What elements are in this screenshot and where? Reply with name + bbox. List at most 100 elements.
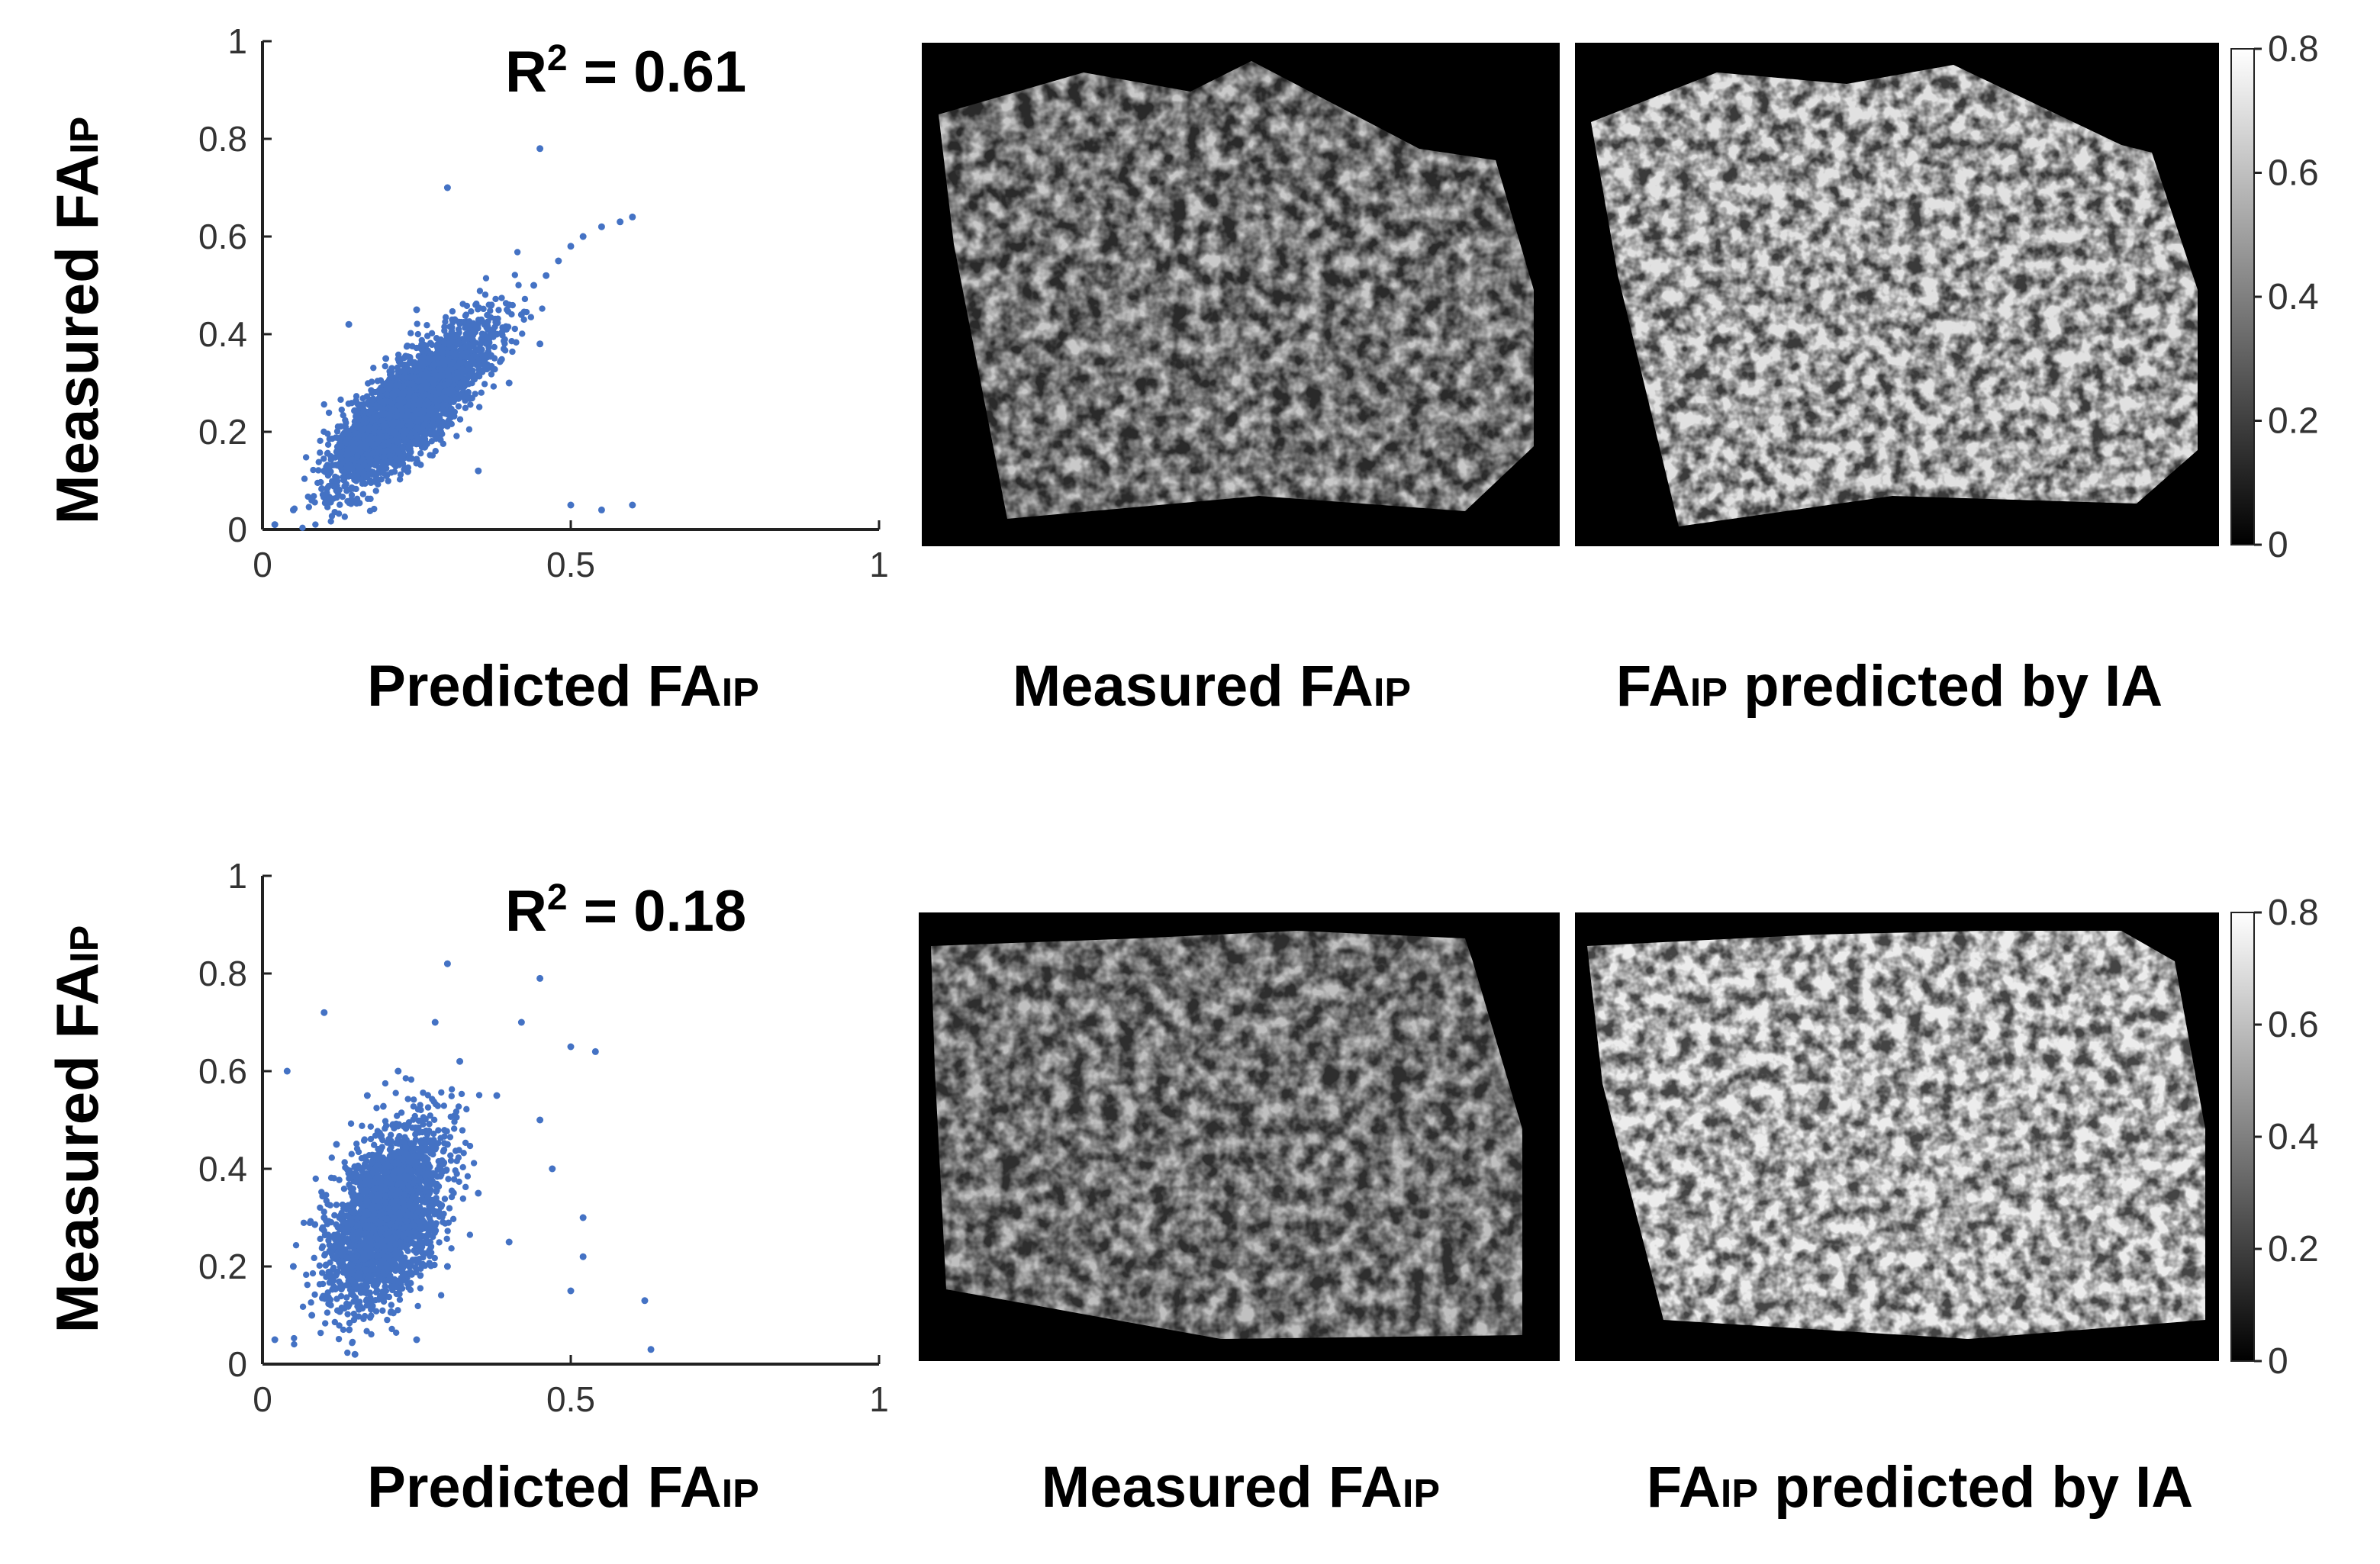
data-point bbox=[400, 1156, 407, 1163]
data-point bbox=[333, 482, 340, 489]
data-point bbox=[427, 356, 433, 362]
data-point bbox=[382, 397, 388, 405]
data-point bbox=[346, 1320, 353, 1327]
data-point bbox=[449, 330, 456, 338]
data-point bbox=[425, 392, 433, 399]
data-point bbox=[385, 447, 391, 455]
data-point bbox=[406, 389, 413, 397]
data-point bbox=[404, 468, 411, 475]
data-point bbox=[349, 1192, 357, 1199]
data-point bbox=[520, 308, 527, 315]
data-point bbox=[449, 1215, 457, 1223]
data-point bbox=[398, 407, 406, 414]
data-point bbox=[424, 322, 430, 329]
data-point bbox=[344, 1273, 352, 1279]
data-point bbox=[395, 1135, 401, 1143]
data-point bbox=[440, 1140, 448, 1147]
data-point bbox=[399, 1233, 407, 1240]
data-point bbox=[374, 1235, 381, 1243]
map-2-measured-image bbox=[931, 931, 1522, 1339]
data-point bbox=[505, 1238, 513, 1246]
data-point bbox=[444, 357, 451, 365]
data-point bbox=[390, 1214, 398, 1221]
data-point bbox=[443, 1128, 450, 1135]
data-point bbox=[427, 452, 433, 459]
data-point bbox=[389, 1121, 397, 1128]
data-point bbox=[373, 413, 381, 420]
data-point bbox=[368, 1192, 375, 1199]
data-point bbox=[591, 1047, 599, 1055]
data-point bbox=[490, 383, 498, 390]
data-point bbox=[415, 426, 422, 433]
data-point bbox=[424, 333, 431, 340]
data-point bbox=[373, 1281, 380, 1289]
data-point bbox=[485, 301, 492, 308]
data-point bbox=[419, 347, 426, 355]
data-point bbox=[436, 396, 443, 404]
data-point bbox=[401, 1224, 407, 1231]
data-point bbox=[363, 1302, 371, 1309]
data-point bbox=[417, 397, 424, 404]
data-point bbox=[417, 450, 424, 457]
data-point bbox=[442, 1220, 449, 1227]
data-point bbox=[446, 365, 453, 373]
data-point bbox=[452, 1108, 460, 1115]
data-point bbox=[413, 344, 420, 352]
data-point bbox=[427, 340, 434, 346]
data-point bbox=[394, 388, 401, 395]
data-point bbox=[321, 500, 329, 507]
data-point bbox=[456, 359, 464, 365]
data-point bbox=[414, 320, 420, 327]
data-point bbox=[392, 1329, 400, 1337]
data-point bbox=[377, 1228, 385, 1236]
data-point bbox=[361, 1136, 368, 1143]
data-point bbox=[351, 1208, 358, 1215]
data-point bbox=[320, 1208, 327, 1215]
data-point bbox=[361, 442, 369, 449]
data-point bbox=[407, 1140, 414, 1147]
data-point bbox=[481, 357, 488, 365]
data-point bbox=[337, 1280, 344, 1288]
data-point bbox=[408, 1239, 415, 1247]
data-point bbox=[452, 1147, 459, 1154]
data-point bbox=[369, 389, 375, 397]
data-point bbox=[481, 291, 489, 298]
data-point bbox=[420, 407, 427, 414]
data-point bbox=[382, 1122, 390, 1129]
data-point bbox=[455, 318, 462, 325]
data-point bbox=[402, 1075, 409, 1082]
data-point bbox=[346, 1326, 353, 1333]
data-point bbox=[440, 401, 447, 409]
data-point bbox=[567, 1287, 575, 1295]
data-point bbox=[336, 1259, 343, 1266]
data-point bbox=[380, 423, 388, 430]
data-point bbox=[390, 1170, 398, 1176]
data-point bbox=[437, 1166, 444, 1173]
data-point bbox=[315, 459, 322, 465]
data-point bbox=[360, 1315, 367, 1323]
data-point bbox=[433, 1188, 440, 1196]
data-point bbox=[318, 1295, 326, 1302]
data-point bbox=[324, 1221, 331, 1228]
data-point bbox=[450, 1125, 458, 1132]
data-point bbox=[424, 401, 431, 408]
data-point bbox=[364, 1276, 371, 1282]
data-point bbox=[485, 344, 492, 351]
data-point bbox=[442, 314, 449, 321]
data-point bbox=[347, 1215, 355, 1222]
data-point bbox=[360, 432, 367, 439]
data-point bbox=[455, 1103, 462, 1110]
scatter-2-ylabel: Measured FAIP bbox=[43, 925, 111, 1334]
data-point bbox=[336, 1322, 343, 1329]
data-point bbox=[337, 423, 344, 430]
data-point bbox=[403, 343, 411, 350]
data-point bbox=[453, 1170, 460, 1177]
data-point bbox=[440, 409, 447, 416]
data-point bbox=[567, 243, 575, 250]
data-point bbox=[453, 1114, 460, 1121]
data-point bbox=[404, 1229, 411, 1237]
data-point bbox=[425, 1167, 432, 1173]
data-point bbox=[360, 471, 367, 478]
data-point bbox=[328, 1250, 335, 1257]
data-point bbox=[327, 1296, 334, 1303]
